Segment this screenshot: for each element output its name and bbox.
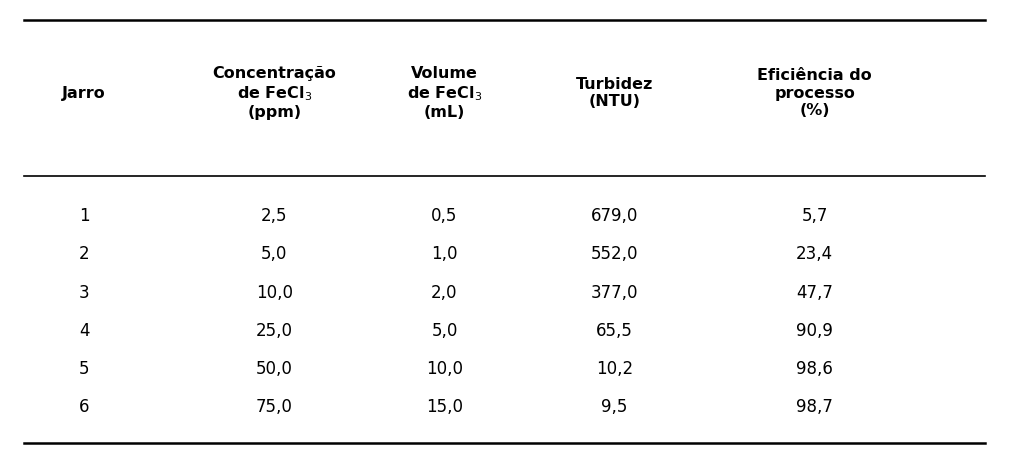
Text: 2,0: 2,0 xyxy=(431,283,458,301)
Text: 5: 5 xyxy=(79,360,90,378)
Text: 9,5: 9,5 xyxy=(601,399,628,416)
Text: 552,0: 552,0 xyxy=(591,245,639,263)
Text: 1: 1 xyxy=(79,207,90,225)
Text: 0,5: 0,5 xyxy=(431,207,458,225)
Text: Eficiência do
processo
(%): Eficiência do processo (%) xyxy=(758,69,872,118)
Text: 679,0: 679,0 xyxy=(591,207,639,225)
Text: 3: 3 xyxy=(79,283,90,301)
Text: 1,0: 1,0 xyxy=(431,245,458,263)
Text: 6: 6 xyxy=(79,399,90,416)
Text: 15,0: 15,0 xyxy=(426,399,463,416)
Text: 2,5: 2,5 xyxy=(261,207,288,225)
Text: 90,9: 90,9 xyxy=(796,322,833,340)
Text: 2: 2 xyxy=(79,245,90,263)
Text: 98,7: 98,7 xyxy=(796,399,833,416)
Text: 47,7: 47,7 xyxy=(796,283,833,301)
Text: 10,0: 10,0 xyxy=(426,360,463,378)
Text: Jarro: Jarro xyxy=(63,86,106,101)
Text: 4: 4 xyxy=(79,322,90,340)
Text: 75,0: 75,0 xyxy=(256,399,293,416)
Text: Concentração
de FeCl$_3$
(ppm): Concentração de FeCl$_3$ (ppm) xyxy=(213,66,336,120)
Text: 65,5: 65,5 xyxy=(596,322,633,340)
Text: 5,0: 5,0 xyxy=(431,322,458,340)
Text: 23,4: 23,4 xyxy=(796,245,833,263)
Text: 5,7: 5,7 xyxy=(801,207,828,225)
Text: Volume
de FeCl$_3$
(mL): Volume de FeCl$_3$ (mL) xyxy=(407,66,482,120)
Text: 5,0: 5,0 xyxy=(261,245,288,263)
Text: 377,0: 377,0 xyxy=(591,283,639,301)
Text: Turbidez
(NTU): Turbidez (NTU) xyxy=(576,77,653,109)
Text: 10,2: 10,2 xyxy=(596,360,633,378)
Text: 25,0: 25,0 xyxy=(256,322,293,340)
Text: 98,6: 98,6 xyxy=(796,360,833,378)
Text: 10,0: 10,0 xyxy=(256,283,293,301)
Text: 50,0: 50,0 xyxy=(256,360,293,378)
